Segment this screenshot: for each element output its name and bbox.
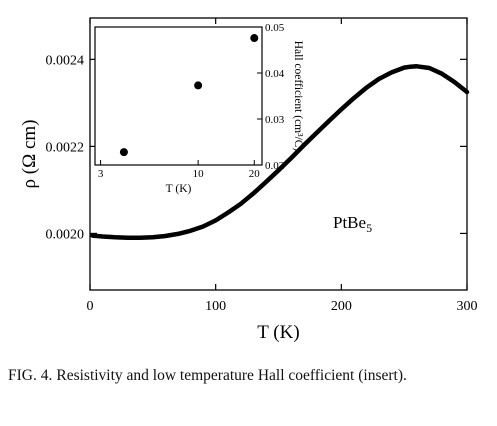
inset-y-tick-label: 0.02 [265,160,284,172]
main-y-tick-label: 0.0020 [46,227,85,242]
inset-x-tick-label: 20 [249,168,261,180]
inset-x-axis-label: T (K) [166,183,192,195]
hall-data-point [119,148,128,157]
main-x-tick-label: 0 [87,299,94,314]
inset-plot-frame [94,26,263,166]
inset-y-tick-label: 0.04 [265,68,285,80]
material-label: PtBe5 [333,213,372,235]
main-x-tick-label: 200 [331,299,352,314]
main-plot-frame [89,17,468,291]
hall-data-point [194,81,203,90]
caption-label: FIG. 4. [8,367,53,384]
resistivity-curve [90,64,470,241]
inset-x-tick-label: 10 [193,168,205,180]
figure: 0 100 200 300 0.0020 0.0022 0.0024 ρ (Ω cm) T … [19,17,478,343]
main-plot: 0 100 200 300 0.0020 0.0022 0.0024 ρ (Ω cm) T … [19,17,478,343]
hall-data-point [250,34,259,43]
main-x-tick-label: 100 [205,299,226,314]
main-x-axis-label: T (K) [257,322,299,343]
main-x-tick-label: 300 [457,299,478,314]
hall-coefficient-points [119,34,259,157]
main-y-axis-label: ρ (Ω cm) [19,120,40,189]
material-label-subscript: 5 [366,221,372,235]
inset-axis-ticks: 3 10 20 0.02 0.03 0.04 0.05 [98,22,285,180]
material-label-base: PtBe [333,213,366,232]
main-y-tick-label: 0.0024 [46,53,85,68]
inset-y-axis-label: Hall coefficient (cm³/C) [292,41,304,152]
figure-caption: FIG. 4. Resistivity and low temperature H… [8,366,493,386]
main-y-tick-label: 0.0022 [46,140,85,155]
caption-text: Resistivity and low temperature Hall coe… [56,367,407,384]
inset-x-tick-label: 3 [98,168,104,180]
inset-y-tick-label: 0.05 [265,22,285,34]
inset-plot: 3 10 20 0.02 0.03 0.04 0.05 T (K) Hall coeffic… [94,22,304,195]
inset-y-tick-label: 0.03 [265,114,285,126]
